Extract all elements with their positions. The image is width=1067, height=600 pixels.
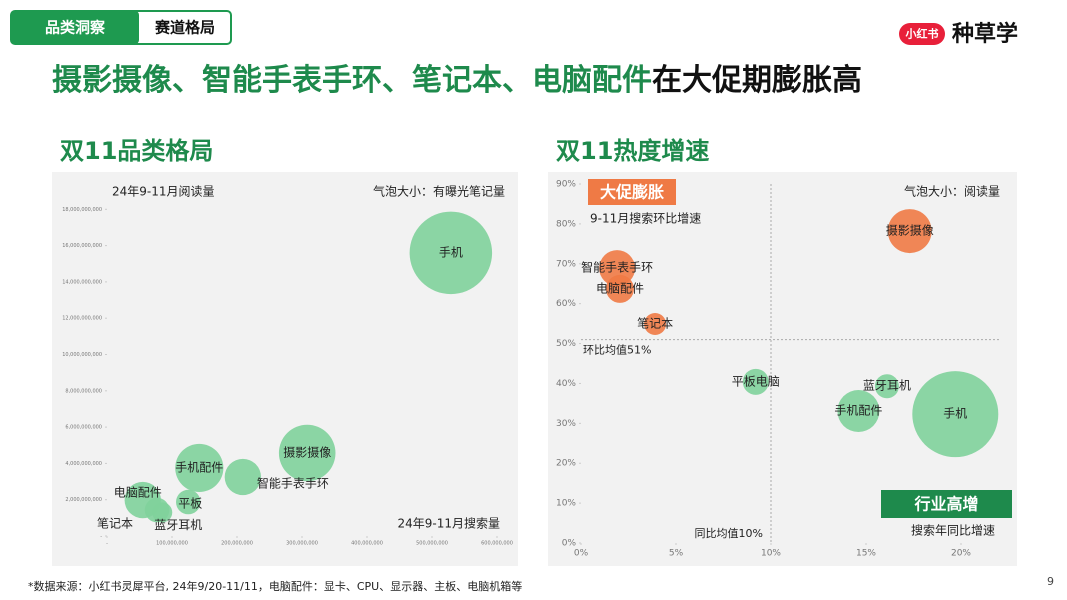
badge-label: 行业高增 xyxy=(913,495,978,514)
reference-label: 环比均值51% xyxy=(583,344,651,357)
headline: 摄影摄像、智能手表手环、笔记本、电脑配件在大促期膨胀高 xyxy=(52,63,862,98)
bubble xyxy=(175,443,224,493)
y-tick-label: 2,000,000,000 xyxy=(65,497,102,503)
headline-black: 在大促期膨胀高 xyxy=(652,63,862,98)
y-tick-label: 50% xyxy=(556,339,576,349)
bubble xyxy=(742,368,769,395)
bubble xyxy=(874,374,899,399)
bubble-label: 蓝牙耳机 xyxy=(863,379,911,393)
y-tick-label: 14,000,000,000 xyxy=(62,279,102,285)
badge xyxy=(588,179,676,205)
bubble xyxy=(605,274,634,303)
y-tick-label: 70% xyxy=(556,259,576,269)
y-tick-label: 30% xyxy=(556,419,576,429)
x-tick-label: 100,000,000 xyxy=(156,541,188,547)
y-tick-label: 16,000,000,000 xyxy=(62,243,102,249)
chart-title: 双11品类格局 xyxy=(60,137,213,165)
x-tick-label: 200,000,000 xyxy=(221,541,253,547)
y-tick-label: 6,000,000,000 xyxy=(65,425,102,431)
y-tick-label: 20% xyxy=(556,459,576,469)
y-axis-label: 9-11月搜索环比增速 xyxy=(590,211,701,226)
y-tick-label: 4,000,000,000 xyxy=(65,461,102,467)
y-tick-label: 90% xyxy=(556,180,576,190)
bubble xyxy=(224,458,262,496)
badge-label: 大促膨胀 xyxy=(600,183,664,202)
x-axis-label: 搜索年同比增速 xyxy=(911,523,995,538)
x-tick-label: 500,000,000 xyxy=(416,541,448,547)
bubble-label: 摄影摄像 xyxy=(283,445,331,460)
tab-active[interactable] xyxy=(11,11,139,44)
logo: 小红书 xyxy=(905,27,939,41)
brand: 种草学 xyxy=(952,21,1018,47)
bubble-label: 智能手表手环 xyxy=(581,260,653,275)
y-tick-label: 8,000,000,000 xyxy=(65,388,102,394)
x-tick-label: 10% xyxy=(761,549,781,559)
bubble xyxy=(887,209,932,254)
page-number: 9 xyxy=(1047,575,1054,588)
bubble xyxy=(176,489,201,515)
bubble-label: 平板电脑 xyxy=(732,374,780,388)
bubble-label: 笔记本 xyxy=(97,516,133,531)
chart-title: 双11热度增速 xyxy=(556,137,709,165)
x-tick-label: 300,000,000 xyxy=(286,541,318,547)
y-tick-label: 40% xyxy=(556,379,576,389)
bubble xyxy=(912,371,999,458)
y-tick-label: 10,000,000,000 xyxy=(62,352,102,358)
size-note: 气泡大小：有曝光笔记量 xyxy=(373,184,505,199)
x-tick-label: 400,000,000 xyxy=(351,541,383,547)
bubble xyxy=(152,502,173,523)
bubble-label: 平板 xyxy=(178,497,202,511)
bubble xyxy=(644,313,667,336)
x-tick-label: 5% xyxy=(669,549,684,559)
x-tick-label: 0% xyxy=(574,549,589,559)
y-axis-label: 24年9-11月阅读量 xyxy=(112,185,215,199)
bubble-label: 手机配件 xyxy=(834,403,882,417)
reference-label: 同比均值10% xyxy=(695,527,763,540)
x-tick-label: 15% xyxy=(856,549,876,559)
y-tick-label: 12,000,000,000 xyxy=(62,316,102,322)
headline-green: 摄影摄像、智能手表手环、笔记本、电脑配件 xyxy=(52,63,652,98)
y-tick-label: 60% xyxy=(556,299,576,309)
x-tick-label: 20% xyxy=(951,549,971,559)
footnote: *数据来源：小红书灵犀平台, 24年9/20-11/11，电脑配件：显卡、CPU… xyxy=(28,579,522,593)
bubble-label: 电脑配件 xyxy=(114,486,162,500)
y-tick-label: 0% xyxy=(562,539,577,549)
bubble-label: 智能手表手环 xyxy=(257,476,329,491)
tab[interactable]: 赛道格局 xyxy=(154,19,215,37)
y-tick-label: 80% xyxy=(556,219,576,229)
y-tick-label: - xyxy=(100,534,102,540)
bubble-label: 笔记本 xyxy=(637,316,673,331)
bubble-label: 手机 xyxy=(943,407,967,421)
tab[interactable]: 品类洞察 xyxy=(45,19,106,37)
bubble-label: 手机 xyxy=(439,245,463,259)
x-tick-label: - xyxy=(106,541,108,547)
bubble xyxy=(278,424,336,482)
bubble xyxy=(409,211,493,295)
bubble-label: 蓝牙耳机 xyxy=(154,518,202,532)
bubble-label: 电脑配件 xyxy=(596,281,644,295)
x-tick-label: 600,000,000 xyxy=(481,541,513,547)
bubble xyxy=(837,389,880,432)
bubble-label: 手机配件 xyxy=(175,460,223,474)
size-note: 气泡大小：阅读量 xyxy=(904,184,1000,199)
y-tick-label: 18,000,000,000 xyxy=(62,207,102,213)
bubble-label: 摄影摄像 xyxy=(886,223,934,238)
logo-pill xyxy=(899,23,945,45)
y-tick-label: 10% xyxy=(556,499,576,509)
x-axis-label: 24年9-11月搜索量 xyxy=(397,516,500,531)
badge xyxy=(881,490,1012,518)
